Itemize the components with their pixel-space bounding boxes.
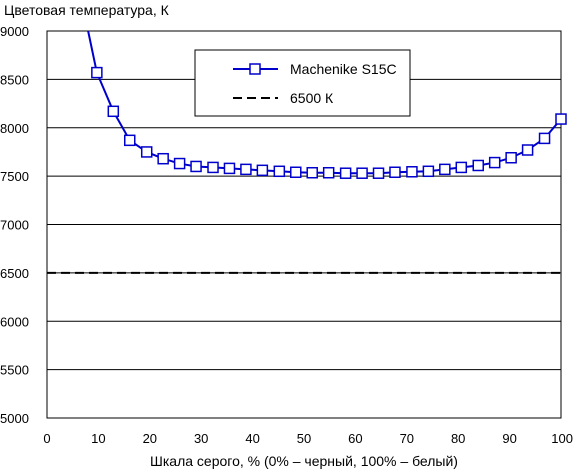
- x-tick-label-80: 80: [451, 431, 465, 446]
- data-point-2: [124, 134, 136, 147]
- x-tick-labels: 0 10 20 30 40 50 60 70 80 90 100: [43, 431, 573, 446]
- data-point-26: [521, 144, 534, 156]
- data-point-18: [389, 166, 401, 179]
- x-tick-label-50: 50: [297, 431, 311, 446]
- legend-label-6500k: 6500 К: [290, 90, 334, 106]
- data-point-28: [555, 113, 567, 125]
- data-point-6: [190, 160, 202, 173]
- x-tick-label-30: 30: [194, 431, 208, 446]
- y-tick-label-9000: 9000: [0, 24, 29, 39]
- y-tick-label-5500: 5500: [0, 363, 29, 378]
- data-point-4: [157, 152, 169, 165]
- data-point-3: [140, 146, 153, 158]
- data-point-19: [406, 166, 418, 178]
- x-axis-title: Шкала серого, % (0% – черный, 100% – бел…: [150, 453, 458, 469]
- x-tick-label-20: 20: [143, 431, 157, 446]
- y-tick-label-7500: 7500: [0, 169, 29, 184]
- data-point-0: [91, 66, 103, 79]
- data-point-10: [256, 164, 269, 177]
- legend-marker-machenike: [249, 63, 261, 75]
- data-point-8: [223, 162, 236, 175]
- x-tick-label-100: 100: [551, 431, 573, 446]
- y-tick-label-7000: 7000: [0, 218, 29, 233]
- data-point-16: [356, 167, 368, 179]
- data-point-21: [439, 163, 451, 176]
- x-tick-label-0: 0: [43, 431, 50, 446]
- data-point-14: [322, 166, 335, 179]
- data-point-9: [240, 163, 252, 176]
- data-point-13: [306, 166, 318, 179]
- legend: Machenike S15C 6500 К: [194, 49, 411, 117]
- data-point-25: [505, 151, 517, 164]
- data-point-17: [372, 167, 385, 179]
- legend-label-machenike: Machenike S15C: [290, 61, 397, 77]
- y-tick-labels: 5000 5500 6000 6500 7000 7500 8000 8500 9000: [0, 24, 29, 426]
- y-tick-label-8000: 8000: [0, 121, 29, 136]
- x-tick-label-90: 90: [502, 431, 516, 446]
- gridlines: [47, 78, 561, 371]
- y-tick-label-6000: 6000: [0, 314, 29, 329]
- legend-box: [194, 49, 411, 117]
- y-tick-label-6500: 6500: [0, 266, 29, 281]
- x-tick-label-60: 60: [348, 431, 362, 446]
- data-point-24: [488, 156, 501, 169]
- data-point-11: [273, 165, 286, 178]
- data-point-1: [107, 105, 120, 118]
- x-tick-label-40: 40: [245, 431, 259, 446]
- data-point-7: [207, 161, 219, 174]
- data-point-23: [472, 159, 484, 172]
- x-tick-label-70: 70: [400, 431, 414, 446]
- data-point-15: [339, 167, 352, 179]
- data-point-27: [538, 132, 551, 145]
- series-machenike-markers: [91, 66, 567, 179]
- x-tick-label-10: 10: [91, 431, 105, 446]
- data-point-5: [173, 157, 186, 170]
- data-point-22: [455, 161, 468, 174]
- y-axis-title: Цветовая температура, К: [4, 2, 170, 18]
- data-point-20: [422, 165, 435, 178]
- data-point-12: [290, 166, 302, 179]
- y-tick-label-5000: 5000: [0, 411, 29, 426]
- y-tick-label-8500: 8500: [0, 72, 29, 87]
